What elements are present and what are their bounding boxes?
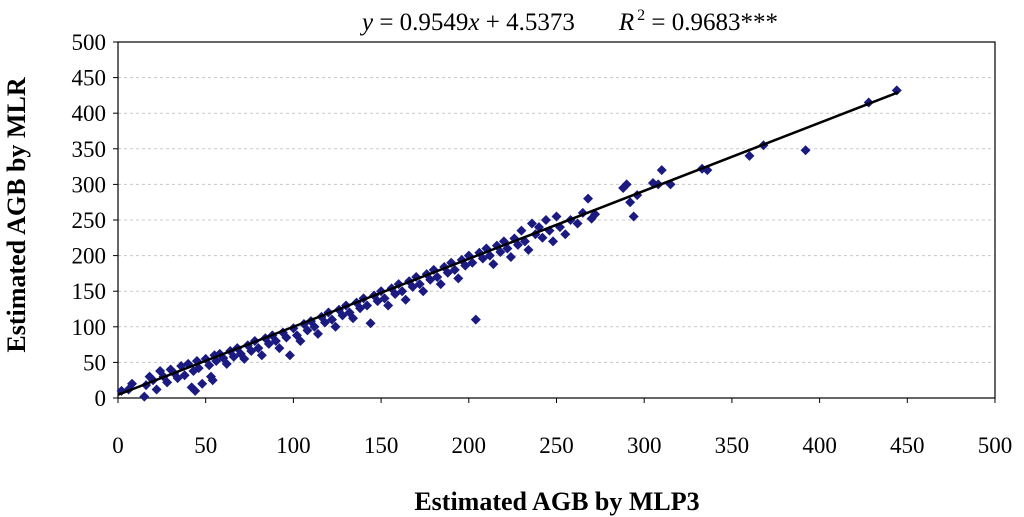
data-point	[583, 193, 594, 204]
data-point	[270, 336, 281, 347]
data-point	[505, 252, 516, 263]
data-point	[414, 279, 425, 290]
data-point	[162, 377, 173, 388]
data-point	[362, 300, 373, 311]
data-point	[470, 314, 481, 325]
y-axis-title: Estimated AGB by MLR	[2, 77, 31, 352]
trendline	[117, 91, 899, 396]
data-point	[151, 384, 162, 395]
data-point	[474, 247, 485, 258]
y-tick-label: 350	[72, 137, 107, 162]
y-tick-label: 0	[95, 386, 107, 411]
x-tick-label: 100	[276, 433, 311, 458]
data-point	[523, 244, 534, 255]
data-point	[432, 271, 443, 282]
data-point	[397, 286, 408, 297]
data-point	[744, 150, 755, 161]
x-tick-label: 200	[452, 433, 487, 458]
data-point	[221, 358, 232, 369]
equation-slope: = 0.9549	[373, 9, 468, 36]
data-point	[179, 370, 190, 381]
data-point	[495, 247, 506, 258]
x-tick-label: 300	[627, 433, 662, 458]
data-point	[516, 225, 527, 236]
x-tick-label: 400	[802, 433, 837, 458]
data-point	[139, 391, 150, 402]
x-tick-label: 150	[364, 433, 399, 458]
data-point	[295, 336, 306, 347]
data-points	[116, 85, 902, 402]
data-point	[197, 378, 208, 389]
data-point	[526, 218, 537, 229]
data-point	[239, 353, 250, 364]
data-point	[330, 321, 341, 332]
y-tick-label: 100	[72, 315, 107, 340]
data-point	[207, 375, 218, 386]
x-tick-label: 0	[112, 433, 124, 458]
data-point	[379, 293, 390, 304]
data-point	[312, 328, 323, 339]
data-point	[551, 211, 562, 222]
x-tick-label: 500	[978, 433, 1013, 458]
data-point	[309, 321, 320, 332]
data-point	[453, 273, 464, 284]
data-point	[625, 197, 636, 208]
y-tick-label: 450	[72, 66, 107, 91]
data-point	[253, 343, 264, 354]
y-tick-label: 50	[83, 350, 106, 375]
data-point	[488, 259, 499, 270]
data-point	[326, 314, 337, 325]
data-point	[467, 257, 478, 268]
data-point	[383, 300, 394, 311]
data-point	[484, 250, 495, 261]
data-point	[274, 343, 285, 354]
data-point	[256, 350, 267, 361]
x-axis-title: Estimated AGB by MLP3	[414, 487, 699, 516]
y-axis-ticks: 0 50 100 150 200 250 300 350 400 450 500	[72, 30, 118, 411]
data-point	[365, 318, 376, 329]
data-point	[281, 332, 292, 343]
data-point	[284, 350, 295, 361]
data-point	[572, 218, 583, 229]
data-point	[656, 165, 667, 176]
x-axis-ticks: 0 50 100 150 200 250 300 350 400 450 500	[112, 398, 1012, 458]
data-point	[302, 325, 313, 336]
y-tick-label: 300	[72, 172, 107, 197]
data-point	[628, 211, 639, 222]
y-tick-label: 150	[72, 279, 107, 304]
equation-intercept: + 4.5373	[480, 9, 575, 36]
x-tick-label: 250	[539, 433, 574, 458]
data-point	[540, 215, 551, 225]
data-point	[418, 286, 429, 297]
data-point	[435, 279, 446, 290]
data-point	[537, 232, 548, 243]
x-tick-label: 50	[194, 433, 217, 458]
data-point	[547, 236, 558, 247]
data-point	[560, 229, 571, 240]
data-point	[800, 145, 811, 156]
data-point	[204, 360, 215, 371]
y-tick-label: 200	[72, 244, 107, 269]
data-point	[400, 294, 411, 305]
equation-y-var: y	[359, 9, 374, 36]
x-tick-label: 350	[715, 433, 750, 458]
equation-r-exponent: 2	[637, 7, 645, 24]
data-point	[621, 179, 632, 190]
data-point	[127, 378, 138, 389]
data-point	[348, 313, 359, 324]
equation-x-var: x	[467, 9, 479, 36]
data-point	[512, 239, 523, 250]
x-tick-label: 450	[890, 433, 925, 458]
equation-r-value: = 0.9683***	[645, 9, 778, 36]
y-tick-label: 400	[72, 101, 107, 126]
y-tick-label: 500	[72, 30, 107, 55]
regression-equation: y = 0.9549x + 4.5373 R 2 = 0.9683***	[359, 7, 778, 36]
y-tick-label: 250	[72, 208, 107, 233]
data-point	[190, 385, 201, 396]
equation-r-var: R	[618, 9, 634, 36]
data-point	[449, 264, 460, 275]
